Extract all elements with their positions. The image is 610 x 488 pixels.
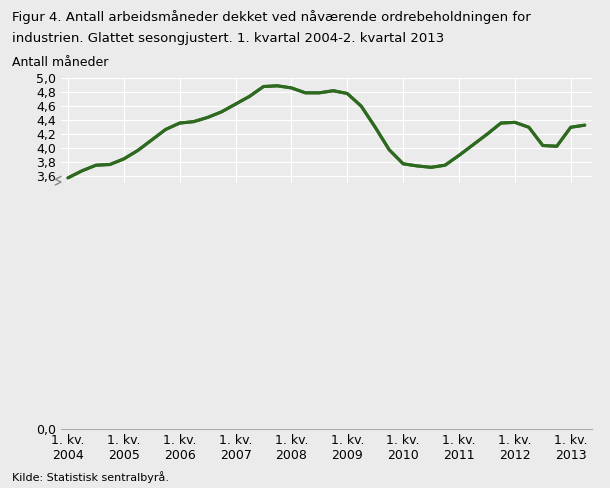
FancyBboxPatch shape xyxy=(61,183,592,429)
Text: industrien. Glattet sesongjustert. 1. kvartal 2004-2. kvartal 2013: industrien. Glattet sesongjustert. 1. kv… xyxy=(12,32,445,45)
Text: Figur 4. Antall arbeidsmåneder dekket ved nåværende ordrebeholdningen for: Figur 4. Antall arbeidsmåneder dekket ve… xyxy=(12,10,531,24)
FancyBboxPatch shape xyxy=(61,183,592,428)
Text: Kilde: Statistisk sentralbyrå.: Kilde: Statistisk sentralbyrå. xyxy=(12,471,169,483)
Text: Antall måneder: Antall måneder xyxy=(12,56,109,69)
